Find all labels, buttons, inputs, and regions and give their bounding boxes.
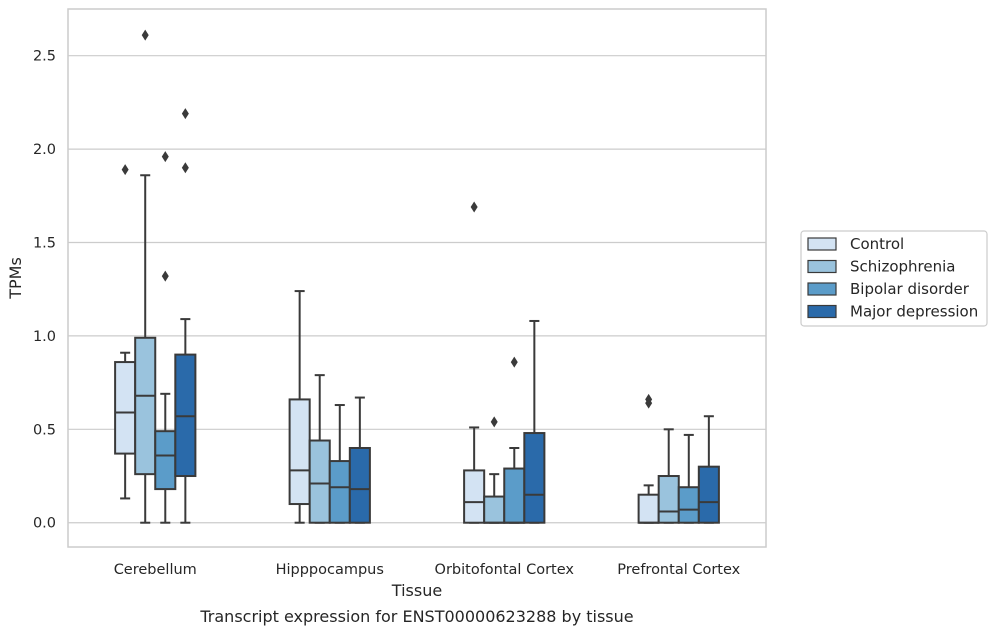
box-iqr xyxy=(288,398,311,506)
y-tick-label: 1.5 xyxy=(33,236,56,252)
outlier-point xyxy=(490,416,498,428)
box-iqr xyxy=(637,493,660,524)
legend-swatch xyxy=(807,304,837,319)
outlier-point xyxy=(141,29,149,41)
legend-label: Bipolar disorder xyxy=(850,280,970,298)
y-tick-label: 0.5 xyxy=(33,422,56,438)
legend-swatch xyxy=(807,259,837,274)
x-tick-labels: Cerebellum Hipppocampus Orbitofontal Corte… xyxy=(114,562,741,578)
legend-swatch xyxy=(807,282,837,296)
box-iqr xyxy=(677,486,700,524)
chart-caption: Transcript expression for ENST0000062328… xyxy=(199,607,633,626)
box-iqr xyxy=(308,439,331,524)
box-major-depression xyxy=(523,319,546,524)
legend: Control Schizophrenia Bipolar disorder Majo… xyxy=(800,230,988,327)
outlier-point xyxy=(470,201,478,213)
y-axis-label: TPMs xyxy=(6,257,25,300)
box-iqr xyxy=(328,460,351,524)
box-schizophrenia xyxy=(134,29,157,524)
legend-label: Major depression xyxy=(850,303,978,321)
legend-label: Schizophrenia xyxy=(850,258,955,276)
outlier-point xyxy=(161,151,169,163)
x-tick-label: Orbitofontal Cortex xyxy=(435,562,575,578)
box-major-depression xyxy=(697,415,720,524)
outlier-point xyxy=(510,356,518,368)
x-tick-label: Prefrontal Cortex xyxy=(617,562,740,578)
outlier-point xyxy=(181,162,189,174)
box-iqr xyxy=(463,469,486,524)
x-tick-label: Cerebellum xyxy=(114,562,197,578)
legend-label: Control xyxy=(850,235,904,253)
outlier-point xyxy=(161,270,169,282)
box-series xyxy=(114,29,720,524)
box-control xyxy=(463,201,486,524)
y-tick-label: 2.0 xyxy=(33,142,56,158)
box-iqr xyxy=(134,336,157,476)
box-bipolar-disorder xyxy=(677,433,700,524)
box-iqr xyxy=(348,446,371,524)
box-major-depression xyxy=(348,396,371,524)
legend-frame xyxy=(800,230,988,327)
box-iqr xyxy=(483,495,506,524)
plot-frame xyxy=(67,8,767,548)
box-iqr xyxy=(154,430,177,491)
y-tick-label: 0.0 xyxy=(33,516,56,532)
box-iqr xyxy=(503,467,526,524)
box-schizophrenia xyxy=(657,428,680,524)
box-iqr xyxy=(114,361,137,455)
box-iqr xyxy=(657,475,680,524)
box-major-depression xyxy=(174,108,197,524)
box-control xyxy=(114,164,137,500)
y-tick-labels: 0.0 0.5 1.0 1.5 2.0 2.5 xyxy=(33,49,56,532)
x-axis-label: Tissue xyxy=(391,581,442,600)
outlier-point xyxy=(121,164,129,176)
box-control xyxy=(637,393,660,524)
y-tick-label: 1.0 xyxy=(33,329,56,345)
y-tick-label: 2.5 xyxy=(33,49,56,65)
legend-swatch xyxy=(807,237,837,251)
x-tick-label: Hipppocampus xyxy=(276,562,384,578)
box-iqr xyxy=(523,432,546,524)
outlier-point xyxy=(645,393,653,405)
outlier-point xyxy=(181,108,189,120)
box-schizophrenia xyxy=(483,416,506,524)
box-iqr xyxy=(697,465,720,524)
